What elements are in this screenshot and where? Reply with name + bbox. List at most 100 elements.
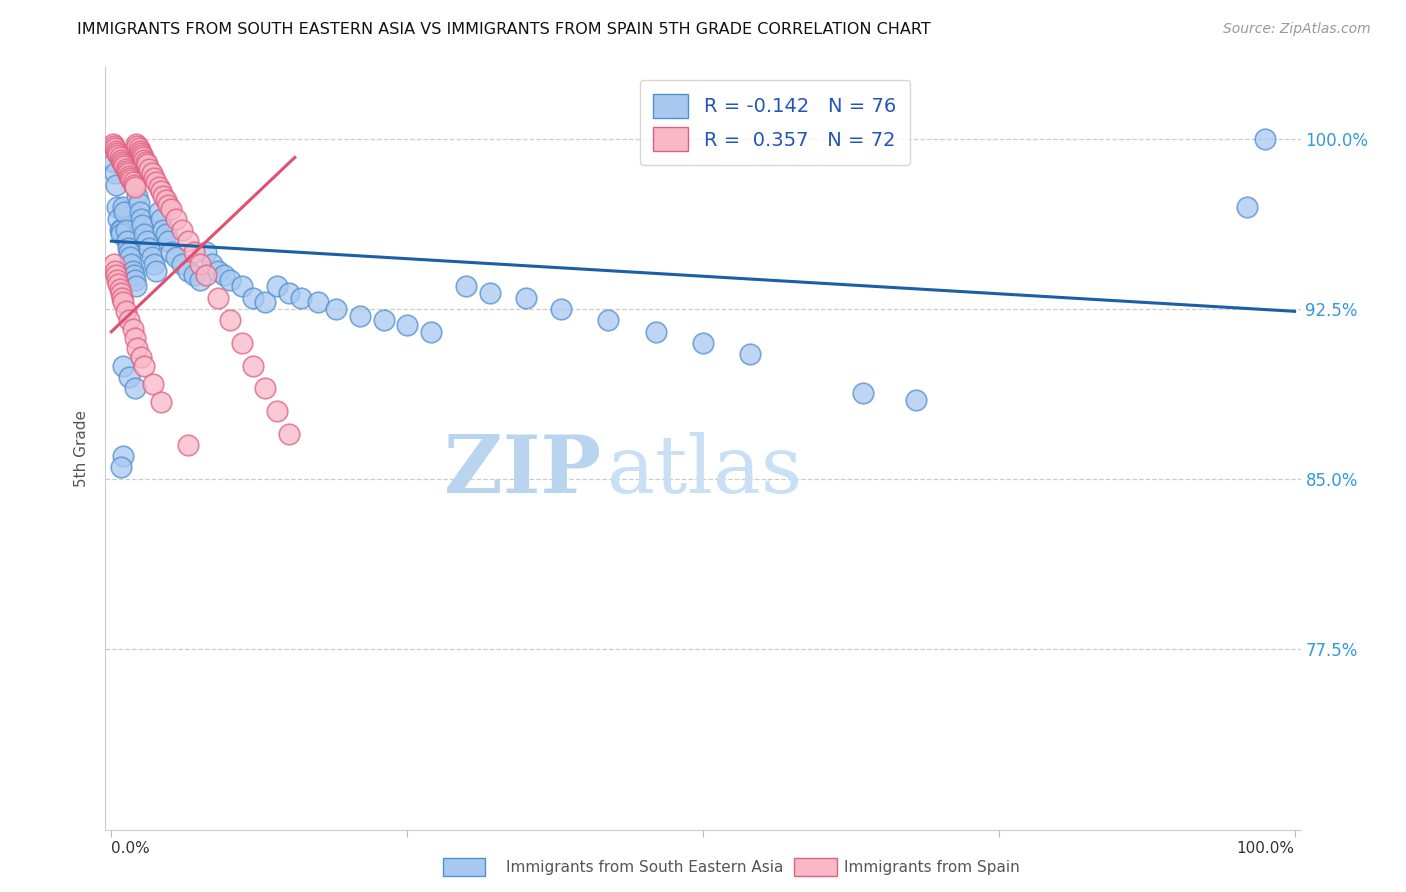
Point [105, 200, 128, 214]
Point [125, 279, 148, 293]
Point [159, 245, 181, 260]
Point [152, 223, 174, 237]
Point [129, 211, 152, 226]
Point [212, 268, 235, 282]
Point [125, 136, 148, 151]
Point [105, 268, 128, 282]
Text: Source: ZipAtlas.com: Source: ZipAtlas.com [1223, 22, 1371, 37]
Point [201, 257, 224, 271]
Point [157, 198, 180, 212]
Point [152, 189, 174, 203]
Point [231, 279, 253, 293]
Point [183, 268, 205, 282]
Point [740, 347, 762, 361]
Point [118, 370, 141, 384]
Point [218, 313, 240, 327]
Point [195, 268, 218, 282]
Y-axis label: 5th Grade: 5th Grade [75, 409, 90, 487]
Point [122, 178, 145, 192]
Point [145, 175, 167, 189]
Point [142, 376, 165, 391]
Point [104, 141, 127, 155]
Point [135, 157, 157, 171]
Point [118, 313, 141, 327]
Point [1236, 200, 1258, 214]
Point [132, 150, 155, 164]
Point [108, 223, 131, 237]
Legend: R = -0.142   N = 76, R =  0.357   N = 72: R = -0.142 N = 76, R = 0.357 N = 72 [640, 80, 910, 165]
Point [159, 202, 181, 217]
Text: Immigrants from South Eastern Asia: Immigrants from South Eastern Asia [506, 860, 783, 874]
Point [231, 336, 253, 351]
Point [110, 227, 132, 242]
Point [112, 204, 135, 219]
Point [307, 295, 329, 310]
Point [183, 245, 205, 260]
Point [188, 257, 211, 271]
Point [112, 160, 135, 174]
Point [254, 295, 277, 310]
Point [692, 336, 714, 351]
Point [150, 394, 173, 409]
Point [242, 291, 264, 305]
Point [117, 166, 139, 180]
Point [148, 204, 170, 219]
Point [121, 173, 143, 187]
Point [419, 325, 441, 339]
Point [266, 404, 288, 418]
Point [110, 223, 132, 237]
Point [128, 144, 150, 158]
Point [114, 304, 136, 318]
Point [110, 153, 132, 167]
Point [644, 325, 666, 339]
Point [141, 250, 163, 264]
Point [135, 234, 157, 248]
Text: IMMIGRANTS FROM SOUTH EASTERN ASIA VS IMMIGRANTS FROM SPAIN 5TH GRADE CORRELATIO: IMMIGRANTS FROM SOUTH EASTERN ASIA VS IM… [77, 22, 931, 37]
Point [122, 268, 145, 282]
Point [129, 145, 152, 160]
Point [120, 250, 142, 264]
Point [150, 211, 173, 226]
Point [373, 313, 395, 327]
Point [108, 282, 131, 296]
Point [177, 438, 200, 452]
Point [121, 257, 143, 271]
Point [207, 291, 229, 305]
Point [904, 392, 927, 407]
Point [325, 301, 347, 316]
Point [111, 291, 134, 305]
Point [134, 153, 156, 167]
Point [396, 318, 419, 332]
Point [112, 449, 135, 463]
Point [107, 148, 129, 162]
Point [112, 359, 135, 373]
Point [124, 179, 146, 194]
Text: ZIP: ZIP [444, 432, 602, 510]
Point [456, 279, 478, 293]
Point [515, 291, 537, 305]
Point [128, 195, 150, 210]
Point [127, 341, 149, 355]
Point [120, 170, 142, 185]
Point [129, 350, 152, 364]
Point [277, 426, 299, 441]
Point [141, 166, 163, 180]
Point [143, 257, 166, 271]
Point [107, 211, 129, 226]
Point [143, 170, 166, 185]
Point [550, 301, 572, 316]
Point [266, 279, 288, 293]
Point [118, 245, 141, 260]
Point [138, 241, 160, 255]
Point [108, 150, 131, 164]
Point [112, 295, 135, 310]
Point [155, 227, 177, 242]
Point [177, 263, 200, 277]
Point [207, 263, 229, 277]
Point [103, 257, 125, 271]
Point [103, 139, 125, 153]
Point [105, 272, 128, 286]
Point [121, 322, 143, 336]
Point [131, 219, 153, 233]
Point [349, 309, 371, 323]
